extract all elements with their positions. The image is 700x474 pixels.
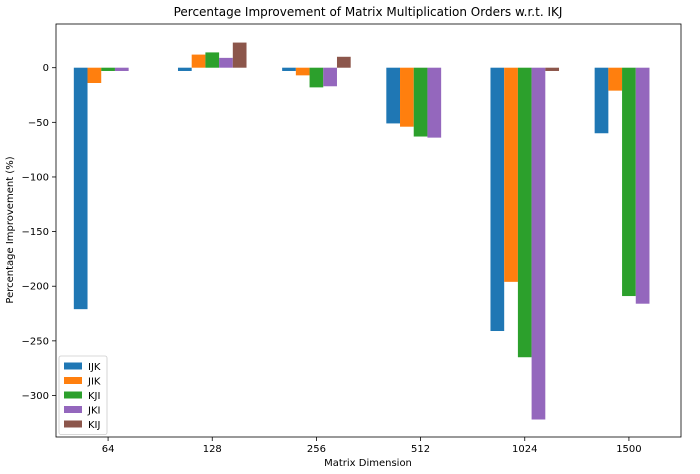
plot-frame <box>55 23 682 438</box>
bar-kji-512 <box>413 67 428 137</box>
y-tick-label: 0 <box>43 63 49 74</box>
x-axis: 64 128 256 512 1024 1500 <box>102 437 642 455</box>
bar-ijk-1024 <box>490 67 505 332</box>
legend-swatch-jki <box>64 406 82 413</box>
plot-area <box>56 24 681 437</box>
y-axis-label: Percentage Improvement (%) <box>5 156 16 303</box>
legend-label-kji: KJI <box>88 391 100 402</box>
legend-label-jik: JIK <box>87 377 101 388</box>
bar-kji-128 <box>205 52 220 68</box>
legend: IJK JIK KJI JKI KIJ <box>58 355 108 435</box>
legend-swatch-jik <box>64 377 82 384</box>
bars-layer <box>73 42 650 420</box>
bar-jki-256 <box>323 67 337 87</box>
bar-jki-128 <box>219 57 233 68</box>
bar-kij-1024 <box>545 67 560 71</box>
bar-kji-1500 <box>622 67 636 297</box>
bar-kji-64 <box>101 67 115 71</box>
legend-swatch-kji <box>64 391 82 399</box>
x-tick-label: 1500 <box>616 444 641 455</box>
y-tick-label: −250 <box>22 336 49 347</box>
x-tick-label: 128 <box>203 444 222 455</box>
bar-ijk-1500 <box>594 67 609 134</box>
legend-box <box>58 355 108 435</box>
x-tick-label: 256 <box>307 444 326 455</box>
legend-label-ijk: IJK <box>88 362 101 373</box>
bar-ijk-128 <box>177 67 192 71</box>
bar-kij-256 <box>336 56 351 68</box>
bar-ijk-256 <box>282 67 296 71</box>
bar-jik-256 <box>295 67 310 76</box>
y-tick-label: −150 <box>22 227 49 238</box>
y-tick-label: −300 <box>22 391 49 402</box>
legend-label-jki: JKI <box>87 406 100 417</box>
bar-kji-1024 <box>517 67 532 358</box>
bar-kij-128 <box>232 42 247 68</box>
chart-title: Percentage Improvement of Matrix Multipl… <box>174 5 563 19</box>
x-tick-label: 512 <box>411 444 430 455</box>
y-tick-label: −200 <box>22 282 49 293</box>
bar-jki-64 <box>114 67 129 71</box>
y-axis: 0 −50 −100 −150 −200 −250 −300 <box>22 63 56 402</box>
y-tick-label: −50 <box>28 118 49 129</box>
x-tick-label: 1024 <box>512 444 537 455</box>
legend-swatch-ijk <box>64 362 82 370</box>
bar-kji-256 <box>309 67 324 88</box>
bar-jki-1024 <box>531 67 546 420</box>
y-tick-label: −100 <box>22 172 49 183</box>
bar-jik-1500 <box>608 67 623 91</box>
bar-ijk-64 <box>73 67 88 310</box>
legend-label-kij: KIJ <box>88 420 100 431</box>
bar-jik-512 <box>400 67 414 127</box>
x-axis-label: Matrix Dimension <box>324 458 412 469</box>
bar-jki-1500 <box>635 67 650 304</box>
legend-swatch-kij <box>64 420 82 428</box>
bar-jik-64 <box>87 67 102 83</box>
bar-jik-128 <box>191 54 206 68</box>
bar-ijk-512 <box>386 67 401 124</box>
bar-jik-1024 <box>504 67 518 282</box>
x-tick-label: 64 <box>102 444 115 455</box>
bar-jki-512 <box>427 67 442 138</box>
